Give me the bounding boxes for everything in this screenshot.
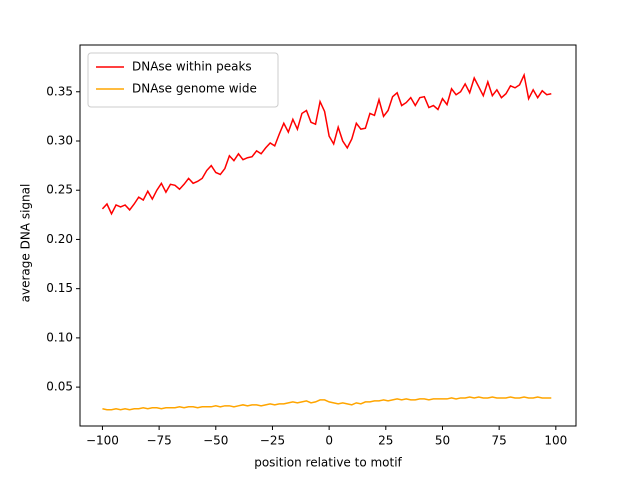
y-tick-label: 0.20 <box>46 232 73 246</box>
y-axis-label: average DNA signal <box>19 184 33 303</box>
x-tick-label: −50 <box>203 434 228 448</box>
data-line <box>102 396 552 411</box>
x-tick-label: −75 <box>146 434 171 448</box>
x-tick-label: 50 <box>435 434 450 448</box>
y-tick-label: 0.25 <box>46 183 73 197</box>
plot-frame <box>79 44 577 427</box>
y-tick-label: 0.15 <box>46 281 73 295</box>
x-tick-label: −100 <box>86 434 119 448</box>
x-tick-label: 0 <box>325 434 333 448</box>
x-tick-label: 75 <box>492 434 507 448</box>
legend-label: DNAse within peaks <box>132 60 252 74</box>
y-tick-label: 0.35 <box>46 84 73 98</box>
y-tick-label: 0.10 <box>46 330 73 344</box>
legend-box <box>87 52 279 108</box>
y-tick-label: 0.05 <box>46 380 73 394</box>
x-axis-label: position relative to motif <box>254 456 402 470</box>
y-tick-label: 0.30 <box>46 133 73 147</box>
x-tick-label: 25 <box>378 434 393 448</box>
x-tick-label: 100 <box>544 434 567 448</box>
x-tick-label: −25 <box>260 434 285 448</box>
data-line <box>101 72 552 216</box>
legend-label: DNAse genome wide <box>132 82 257 96</box>
